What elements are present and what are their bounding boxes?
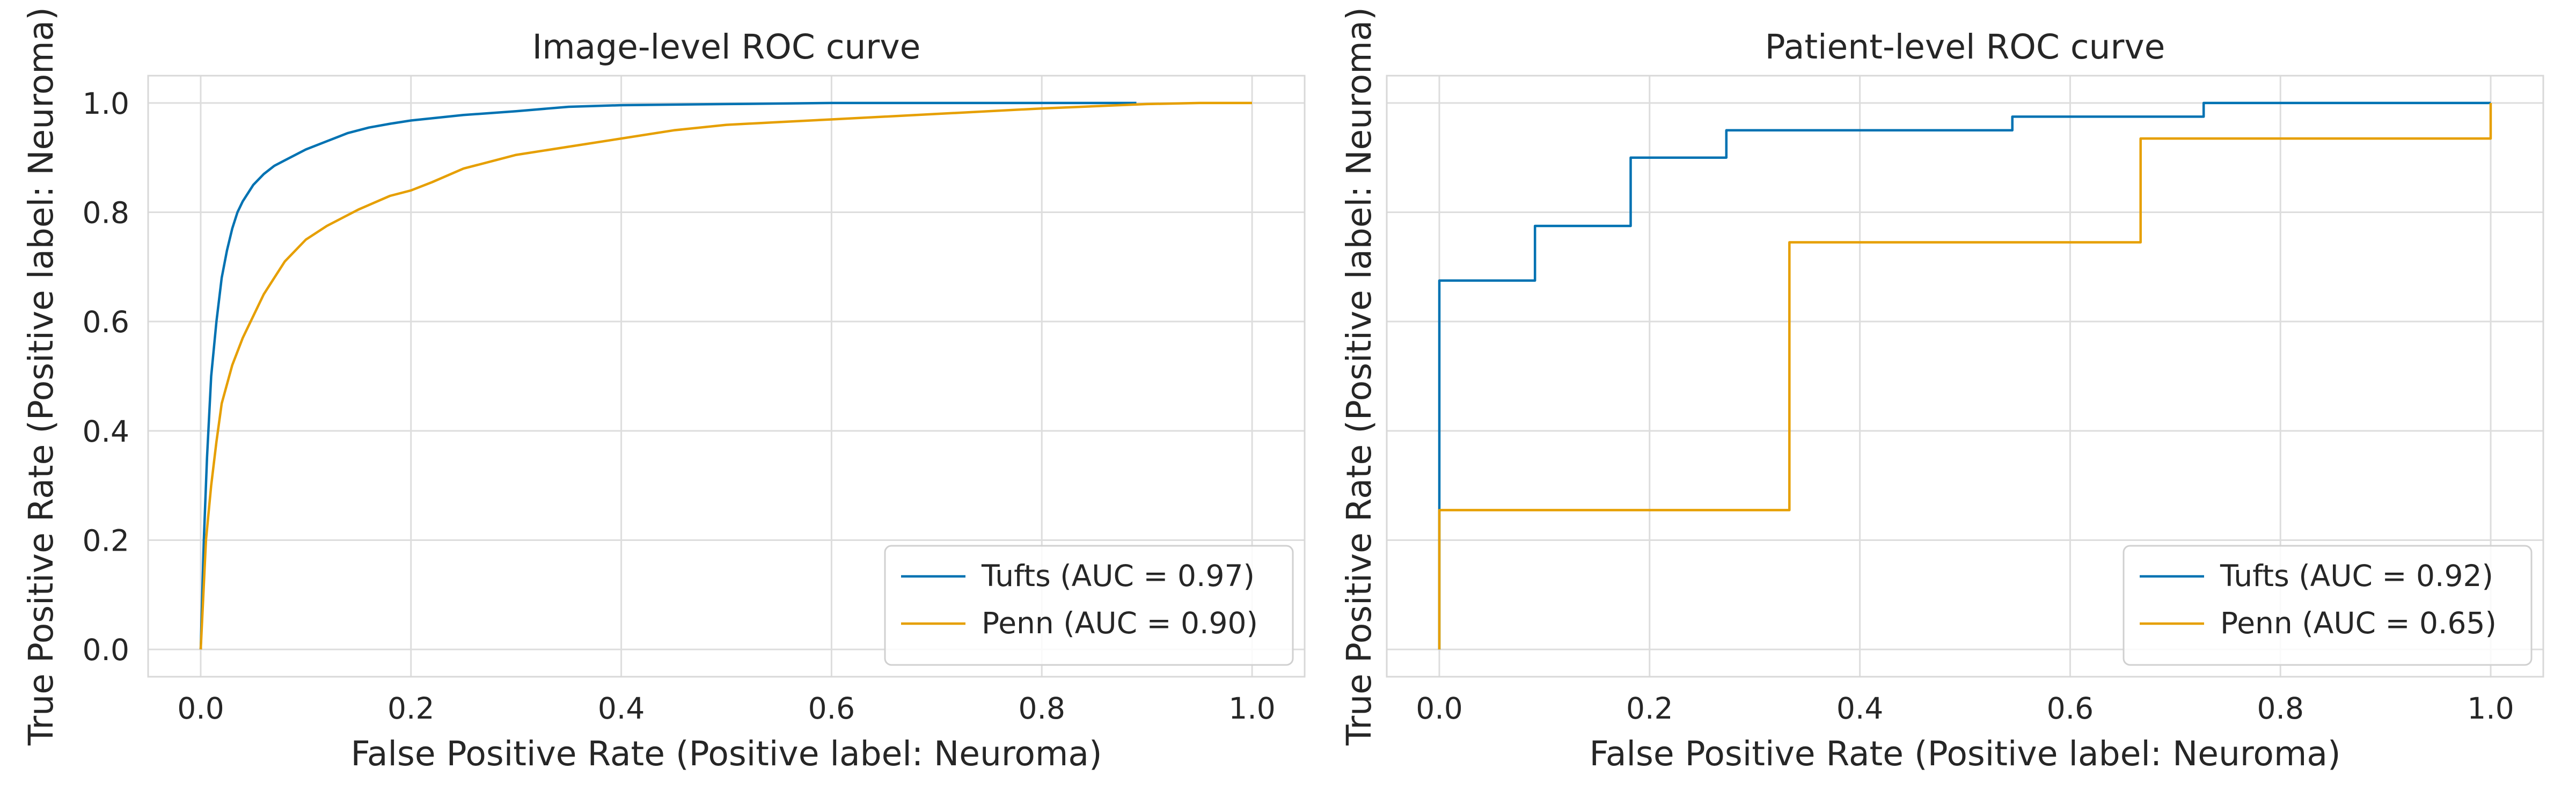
x-tick-label: 0.2 [387, 691, 434, 726]
x-tick-label: 0.2 [1626, 691, 1673, 726]
x-tick-label: 0.6 [808, 691, 855, 726]
chart-panel-1: 0.0 0.2 0.4 0.6 0.8 1.0 0.0 0.2 0.4 0.6 0.8 1.0 Imag… [21, 7, 1306, 773]
series-line-1 [199, 101, 1137, 650]
legend-box [884, 545, 1294, 666]
legend: Tufts (AUC = 0.92) Penn (AUC = 0.65) [2123, 545, 2533, 666]
chart-title: Patient-level ROC curve [1765, 27, 2165, 67]
y-tick-label: 1.0 [83, 86, 129, 121]
y-axis-label: True Positive Rate (Positive label: Neur… [1340, 7, 1379, 746]
y-tick-label: 0.8 [83, 196, 129, 230]
x-tick-label: 0.4 [1836, 691, 1883, 726]
x-tick-label: 0.6 [2047, 691, 2094, 726]
series-line-1 [1438, 101, 2491, 650]
legend: Tufts (AUC = 0.97) Penn (AUC = 0.90) [884, 545, 1294, 666]
legend-box [2123, 545, 2533, 666]
x-tick-label: 0.0 [1416, 691, 1462, 726]
y-tick-label: 0.0 [83, 633, 129, 667]
y-tick-label: 0.2 [83, 523, 129, 558]
y-tick-label: 0.6 [83, 305, 129, 339]
x-tick-label: 0.8 [1018, 691, 1065, 726]
legend-entry-1: Tufts (AUC = 0.97) [981, 559, 1255, 593]
legend-entry-2: Penn (AUC = 0.90) [982, 606, 1258, 640]
chart-title: Image-level ROC curve [532, 27, 921, 67]
x-tick-label: 0.4 [598, 691, 645, 726]
x-axis-label: False Positive Rate (Positive label: Neu… [350, 734, 1102, 773]
x-tick-label: 0.8 [2257, 691, 2303, 726]
legend-entry-1: Tufts (AUC = 0.92) [2220, 559, 2493, 593]
y-tick-label: 0.4 [83, 414, 129, 449]
plot-frame [1386, 75, 2544, 678]
x-tick-label: 1.0 [2467, 691, 2514, 726]
x-axis-label: False Positive Rate (Positive label: Neu… [1589, 734, 2340, 773]
legend-entry-2: Penn (AUC = 0.65) [2220, 606, 2497, 640]
x-tick-label: 0.0 [177, 691, 224, 726]
plot-frame [147, 75, 1306, 678]
series-line-2 [1438, 103, 2492, 650]
series-line-2 [199, 101, 1252, 650]
y-axis-label: True Positive Rate (Positive label: Neur… [21, 7, 61, 746]
x-tick-label: 1.0 [1228, 691, 1275, 726]
chart-panel-2: 0.0 0.2 0.4 0.6 0.8 1.0 Patient-level ROC curv… [1340, 7, 2544, 773]
